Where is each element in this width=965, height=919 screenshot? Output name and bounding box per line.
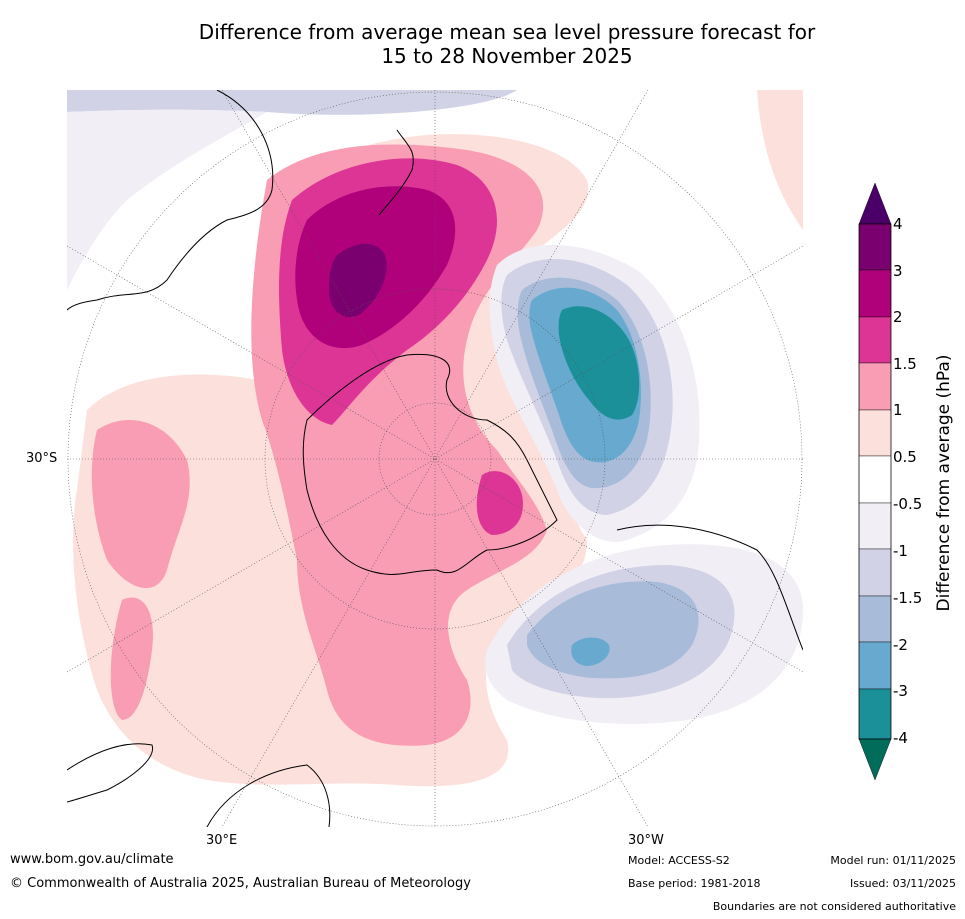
colorbar-band-m3-m2 [858,641,892,690]
cb-tick-m3: -3 [893,682,908,700]
colorbar-graphic [858,182,892,781]
contour-neg-3 [558,306,640,420]
footer-model: Model: ACCESS-S2 [628,854,730,867]
contour-pos-1_5-east [476,471,523,535]
map-title: Difference from average mean sea level p… [0,20,965,68]
cb-tick-m1_5: -1.5 [893,589,923,607]
cb-tick-m4: -4 [893,729,908,747]
colorbar-band-1_5-2 [858,316,892,364]
south-africa-tip [206,764,331,827]
colorbar-band-neutral [858,455,892,504]
pressure-anomaly-map [67,90,803,827]
contour-neg-0_5-north-light [67,109,267,290]
contour-neg-2-south [571,637,610,666]
colorbar-band-0_5-1 [858,409,892,457]
contour-pos-1-west [91,420,190,589]
antarctica-coast [302,353,558,575]
colorbar-band-3-4 [858,223,892,271]
south-america-coast [616,524,803,651]
colorbar [855,182,965,783]
colorbar-extend-top [858,182,892,225]
cb-tick-1: 1 [893,401,903,419]
cb-tick-1_5: 1.5 [893,355,917,373]
colorbar-band-m4-m3 [858,688,892,740]
footer-issued: Issued: 03/11/2025 [849,877,956,890]
lon-label-30w: 30°W [628,833,664,848]
cb-tick-0_5: 0.5 [893,448,917,466]
colorbar-band-1-1_5 [858,362,892,411]
colorbar-band-m1-m0_5 [858,502,892,550]
cb-tick-m2: -2 [893,636,908,654]
contour-neg-1_5-south [527,581,699,679]
new-zealand-coast [378,129,414,216]
contour-pos-0_5-ne [757,90,803,230]
title-line-1: Difference from average mean sea level p… [198,20,816,44]
graticule-meridian-c [67,245,803,673]
australia-coast [67,90,274,311]
footer-website[interactable]: www.bom.gov.au/climate [10,852,174,867]
colorbar-extend-bottom [858,738,892,781]
colorbar-outline [858,223,892,740]
footer-disclaimer: Boundaries are not considered authoritat… [712,900,956,913]
graticule [67,90,803,827]
africa-coast [67,743,153,803]
cb-tick-m0_5: -0.5 [893,495,923,513]
cb-tick-4: 4 [893,215,903,233]
colorbar-band-2-3 [858,269,892,318]
lon-label-30e: 30°E [206,833,238,848]
footer-model-run: Model run: 01/11/2025 [830,854,956,867]
colorbar-title: Difference from average (hPa) [934,354,954,612]
cb-tick-3: 3 [893,262,903,280]
graticule-meridian-a [221,90,649,827]
colorbar-band-m1_5-m1 [858,548,892,597]
graticule-meridian-b [221,90,649,827]
colorbar-band-m2-m1_5 [858,595,892,643]
contour-pos-3 [329,243,387,318]
map-panel[interactable] [67,90,803,827]
lat-label-30s: 30°S [26,451,58,466]
footer-copyright: © Commonwealth of Australia 2025, Austra… [10,876,471,891]
cb-tick-2: 2 [893,308,903,326]
contour-neg-0_5-north [67,90,517,115]
graticule-meridian-d [67,245,803,673]
footer-base-period: Base period: 1981-2018 [628,877,761,890]
coastlines [67,90,803,827]
title-line-2: 15 to 28 November 2025 [381,44,633,68]
cb-tick-m1: -1 [893,542,908,560]
